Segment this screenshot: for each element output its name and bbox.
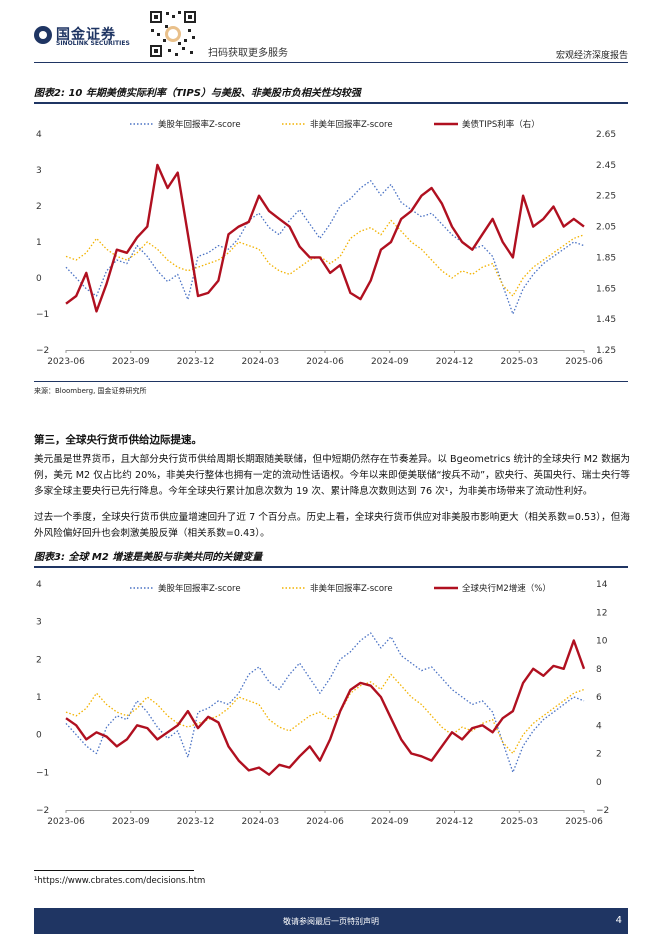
company-name-en: SINOLINK SECURITIES [56,40,130,47]
header-divider [34,62,628,63]
chart1-x-tick: 2024-06 [306,357,344,367]
chart1-right-tick: 1.65 [596,284,616,294]
chart2-left-tick: 3 [36,618,42,628]
chart2-series-1 [65,673,585,755]
figure2-rule [34,102,628,104]
footnote: ¹https://www.cbrates.com/decisions.htm [34,876,206,886]
chart1-left-tick: 0 [36,274,42,284]
chart2-right-tick: 4 [596,721,602,731]
chart1-x-tick: 2024-09 [371,357,409,367]
chart1-left-tick: 3 [36,166,42,176]
report-type: 宏观经济深度报告 [555,51,628,61]
paragraph-2: 过去一个季度，全球央行货币供应量增速回升了近 7 个百分点。历史上看，全球央行货… [34,512,630,539]
chart1-x-tick: 2023-12 [177,357,215,367]
figure3-rule [34,566,628,568]
chart1-legend-label: 美股年回报率Z-score [158,119,241,130]
chart1-left-tick: 1 [36,238,42,248]
scan-text: 扫码获取更多服务 [208,48,288,59]
chart1-right-tick: 1.85 [596,253,616,263]
chart2-legend-label: 美股年回报率Z-score [158,583,241,594]
chart1-right-tick: 1.25 [596,346,616,356]
chart1-right-tick: 2.25 [596,192,616,202]
chart2-x-tick: 2024-09 [371,817,409,827]
figure2-chart: 4 3 2 1 0 −1 −2 2.65 2.45 2.25 2.05 1.85 1.65 1.45 1.2… [36,119,616,367]
chart2-left-tick: 1 [36,693,42,703]
chart2-series-2 [65,639,586,776]
paragraph-1: 美元虽是世界货币，且大部分央行货币供给周期长期跟随美联储，但中短期仍然存在节奏差… [34,454,630,497]
chart2-right-tick: 14 [596,580,608,590]
chart1-left-tick: 4 [36,130,42,140]
chart1-x-tick: 2024-12 [436,357,474,367]
chart2-right-tick: 2 [596,750,602,760]
chart1-legend-label: 美债TIPS利率（右） [462,119,540,130]
page-footer: 敬请参阅最后一页特别声明 4 [34,908,628,934]
chart2-right-tick: 6 [596,693,602,703]
footer-disclaimer[interactable]: 敬请参阅最后一页特别声明 [283,917,379,926]
chart2-legend-label: 非美年回报率Z-score [310,583,393,594]
chart1-left-tick: −2 [36,346,49,356]
figure2-source: 来源：Bloomberg, 国金证券研究所 [34,387,147,395]
chart2-x-tick: 2023-09 [112,817,150,827]
page-number: 4 [615,915,622,926]
chart2-x-tick: 2024-12 [436,817,474,827]
chart1-right-tick: 2.05 [596,223,616,233]
chart2-left-tick: 2 [36,655,42,665]
chart1-x-tick: 2023-06 [47,357,85,367]
chart1-x-tick: 2025-03 [500,357,538,367]
qr-code-icon[interactable] [148,9,198,59]
chart1-legend-label: 非美年回报率Z-score [310,119,393,130]
chart2-right-tick: −2 [596,806,609,816]
chart1-left-tick: 2 [36,202,42,212]
source-divider [34,381,628,382]
figure2-title: 图表2: 10 年期美债实际利率（TIPS）与美股、非美股市负相关性均较强 [34,88,361,99]
chart2-right-tick: 10 [596,637,608,647]
chart2-left-tick: 0 [36,731,42,741]
chart2-left-tick: −2 [36,806,49,816]
chart1-series-0 [65,180,585,315]
chart2-right-tick: 12 [596,608,607,618]
chart2-x-tick: 2025-03 [500,817,538,827]
chart2-legend-label: 全球央行M2增速（%） [462,583,551,594]
chart1-right-tick: 2.65 [596,130,616,140]
chart2-x-tick: 2023-06 [47,817,85,827]
section-title: 第三，全球央行货币供给边际提速。 [34,434,202,446]
chart1-series-1 [65,219,585,297]
chart2-x-tick: 2024-06 [306,817,344,827]
chart2-left-tick: −1 [36,768,49,778]
chart1-right-tick: 2.45 [596,161,616,171]
chart2-left-tick: 4 [36,580,42,590]
chart2-x-tick: 2024-03 [241,817,279,827]
chart1-x-tick: 2024-03 [241,357,279,367]
chart1-right-tick: 1.45 [596,315,616,325]
chart2-right-tick: 0 [596,778,602,788]
chart1-x-tick: 2025-06 [565,357,603,367]
chart1-series-2 [65,163,585,313]
chart1-x-tick: 2023-09 [112,357,150,367]
chart2-right-tick: 8 [596,665,602,675]
company-name: 国金证券 [56,27,116,43]
page-header: 国金证券 SINOLINK SECURITIES 扫码获取更多服务 宏观经济深度… [0,0,662,66]
chart1-left-tick: −1 [36,310,49,320]
footnote-divider [34,870,194,871]
chart2-x-tick: 2025-06 [565,817,603,827]
company-logo-icon [34,26,52,44]
chart2-x-tick: 2023-12 [177,817,215,827]
figure3-title: 图表3: 全球 M2 增速是美股与非美共同的关键变量 [34,552,263,563]
